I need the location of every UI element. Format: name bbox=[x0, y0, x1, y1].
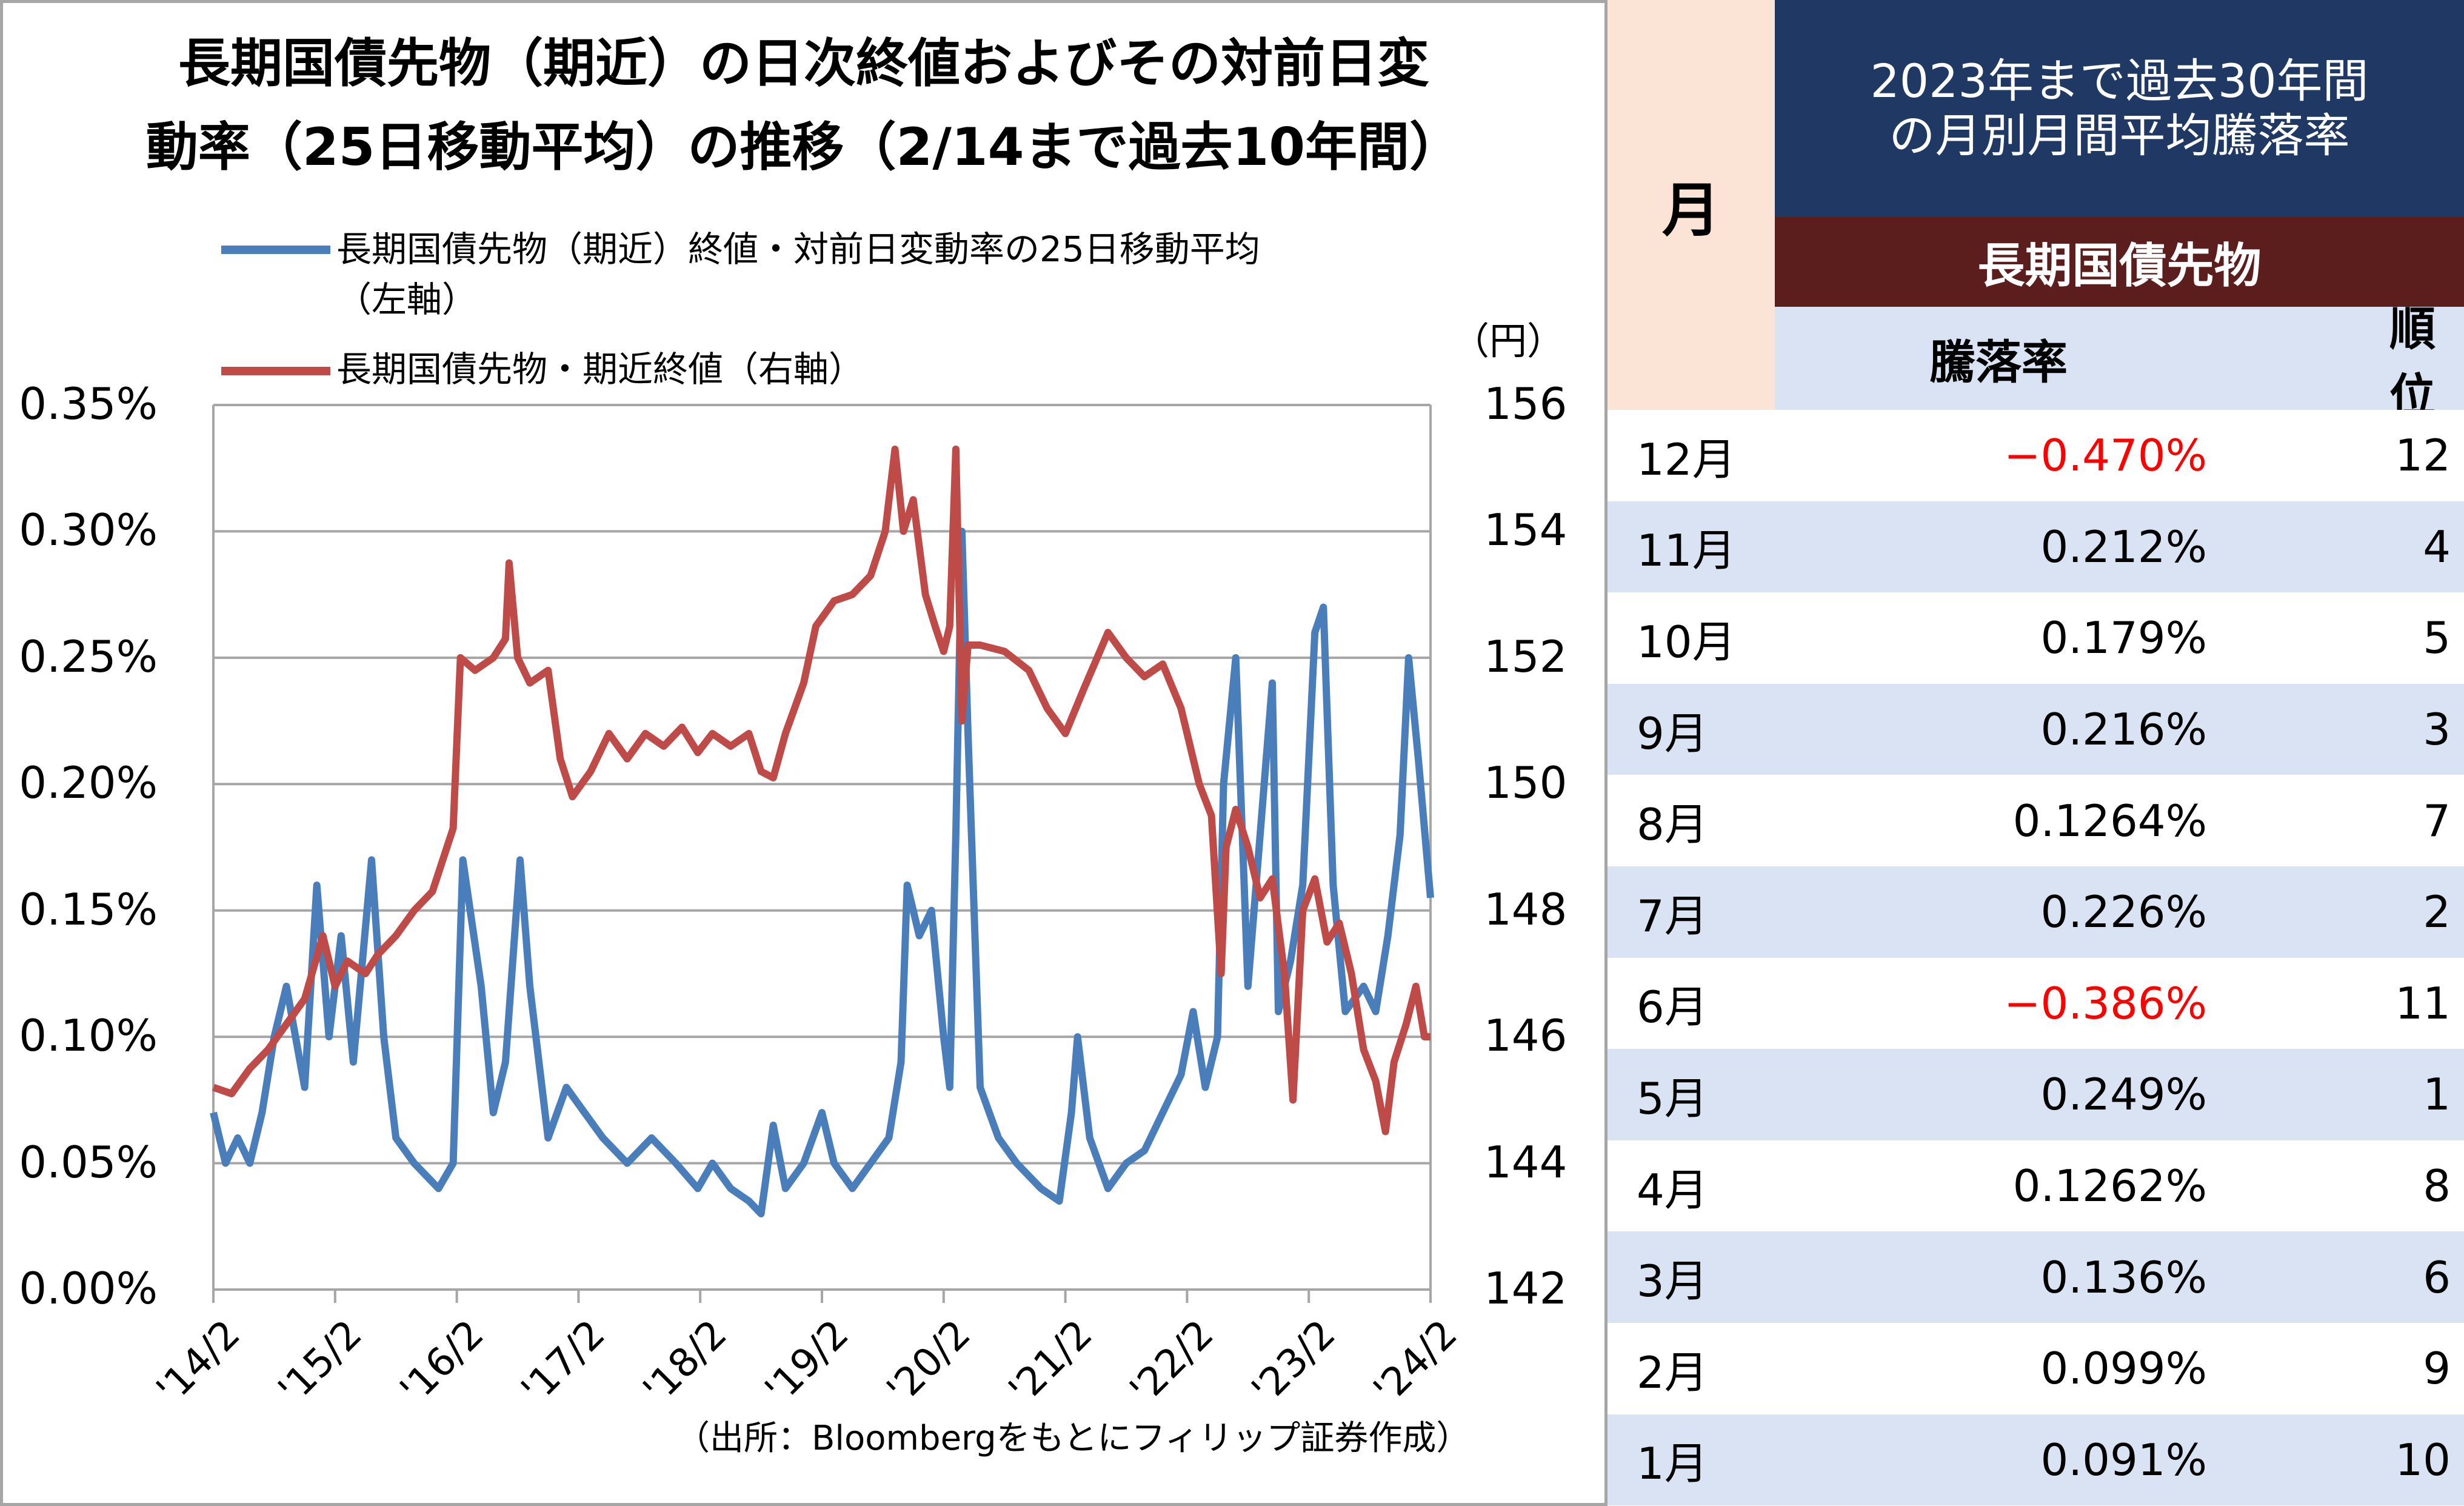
row-rate: 0.1262% bbox=[2012, 1160, 2207, 1212]
row-month: 3月 bbox=[1637, 1256, 1708, 1307]
table-row: 11月 0.212% 4 bbox=[1608, 501, 2464, 593]
y-left-tick-label: 0.25% bbox=[19, 631, 158, 682]
row-month: 6月 bbox=[1637, 982, 1708, 1033]
row-rate: 0.099% bbox=[2040, 1343, 2207, 1394]
header-period-line1: 2023年まで過去30年間 bbox=[1870, 54, 2369, 109]
legend-label-series2: 長期国債先物・期近終値（右軸） bbox=[336, 349, 864, 390]
header-columns: 騰落率 順位 bbox=[1775, 302, 2464, 423]
series-line-price bbox=[212, 445, 1431, 1136]
row-rank: 6 bbox=[2423, 1251, 2451, 1303]
row-rate: −0.470% bbox=[2004, 430, 2207, 481]
table-row: 6月 −0.386% 11 bbox=[1608, 957, 2464, 1049]
row-rate: 0.226% bbox=[2040, 886, 2207, 938]
legend-swatch-series2 bbox=[221, 367, 330, 375]
y-right-tick-label: 144 bbox=[1484, 1136, 1568, 1188]
row-rank: 9 bbox=[2423, 1343, 2451, 1394]
column-header-rank: 順位 bbox=[2389, 302, 2436, 423]
legend-label-series1-axis: （左軸） bbox=[336, 279, 478, 320]
table-row: 10月 0.179% 5 bbox=[1608, 592, 2464, 684]
row-rate: 0.091% bbox=[2040, 1434, 2207, 1485]
y-left-tick-label: 0.20% bbox=[19, 757, 158, 809]
y-right-tick-label: 146 bbox=[1484, 1010, 1568, 1062]
y-right-tick-label: 148 bbox=[1484, 883, 1568, 935]
row-month: 5月 bbox=[1637, 1073, 1708, 1124]
row-rank: 11 bbox=[2395, 977, 2451, 1029]
row-rate: 0.179% bbox=[2040, 612, 2207, 664]
row-rank: 10 bbox=[2395, 1434, 2451, 1485]
table-row: 7月 0.226% 2 bbox=[1608, 866, 2464, 958]
chart-title-line2: 動率（25日移動平均）の推移（2/14まで過去10年間） bbox=[145, 117, 1462, 178]
row-rank: 7 bbox=[2423, 795, 2451, 846]
row-rate: 0.136% bbox=[2040, 1251, 2207, 1303]
y-right-tick-label: 142 bbox=[1484, 1263, 1568, 1314]
table-row: 9月 0.216% 3 bbox=[1608, 683, 2464, 775]
row-rate: 0.1264% bbox=[2012, 795, 2207, 846]
row-month: 12月 bbox=[1637, 433, 1736, 485]
y-left-tick-label: 0.00% bbox=[19, 1263, 158, 1314]
column-header-rate: 騰落率 bbox=[1929, 335, 2068, 389]
table-row: 8月 0.1264% 7 bbox=[1608, 775, 2464, 866]
row-month: 4月 bbox=[1637, 1164, 1708, 1216]
row-month: 8月 bbox=[1637, 799, 1708, 851]
row-month: 7月 bbox=[1637, 890, 1708, 942]
table-row: 1月 0.091% 10 bbox=[1608, 1414, 2464, 1506]
y-right-tick-label: 150 bbox=[1484, 757, 1568, 809]
chart-title-line1: 長期国債先物（期近）の日次終値およびその対前日変 bbox=[178, 33, 1429, 94]
header-instrument: 長期国債先物 bbox=[1775, 217, 2464, 307]
legend-swatch-series1 bbox=[221, 246, 330, 254]
table-row: 12月 −0.470% 12 bbox=[1608, 410, 2464, 501]
y-left-tick-label: 0.15% bbox=[19, 883, 158, 935]
row-rank: 8 bbox=[2423, 1160, 2451, 1212]
table-row: 5月 0.249% 1 bbox=[1608, 1049, 2464, 1140]
row-month: 2月 bbox=[1637, 1347, 1708, 1398]
row-rank: 5 bbox=[2423, 612, 2451, 664]
row-rate: 0.216% bbox=[2040, 704, 2207, 755]
row-rank: 4 bbox=[2423, 521, 2451, 572]
y-left-tick-label: 0.30% bbox=[19, 504, 158, 556]
y-right-tick-label: 154 bbox=[1484, 504, 1568, 556]
right-axis-unit: （円） bbox=[1452, 319, 1565, 363]
y-left-tick-label: 0.35% bbox=[19, 378, 158, 429]
row-rank: 3 bbox=[2423, 704, 2451, 755]
table-row: 2月 0.099% 9 bbox=[1608, 1323, 2464, 1414]
row-rate: 0.249% bbox=[2040, 1069, 2207, 1120]
series-line-volatility bbox=[210, 527, 1434, 1217]
monthly-performance-table: 月 2023年まで過去30年間 の月別月間平均騰落率 長期国債先物 騰落率 順位… bbox=[1608, 0, 2464, 1506]
row-month: 11月 bbox=[1637, 525, 1736, 577]
header-period-line2: の月別月間平均騰落率 bbox=[1889, 109, 2350, 162]
row-rate: 0.212% bbox=[2040, 521, 2207, 572]
row-month: 1月 bbox=[1637, 1438, 1708, 1490]
row-rank: 1 bbox=[2423, 1069, 2451, 1120]
row-rank: 12 bbox=[2395, 430, 2451, 481]
row-month: 10月 bbox=[1637, 616, 1736, 668]
table-row: 3月 0.136% 6 bbox=[1608, 1231, 2464, 1323]
header-instrument-label: 長期国債先物 bbox=[1977, 239, 2262, 293]
y-left-tick-label: 0.10% bbox=[19, 1010, 158, 1062]
source-note: （出所：Bloombergをもとにフィリップ証券作成） bbox=[676, 1419, 1471, 1458]
y-right-tick-label: 152 bbox=[1484, 631, 1568, 682]
header-month-label: 月 bbox=[1662, 176, 1720, 244]
legend-label-series1: 長期国債先物（期近）終値・対前日変動率の25日移動平均 bbox=[336, 229, 1260, 270]
row-rate: −0.386% bbox=[2004, 977, 2207, 1029]
row-rank: 2 bbox=[2423, 886, 2451, 938]
header-period: 2023年まで過去30年間 の月別月間平均騰落率 bbox=[1775, 0, 2464, 217]
header-month: 月 bbox=[1608, 0, 1775, 410]
table-row: 4月 0.1262% 8 bbox=[1608, 1140, 2464, 1232]
plot-area bbox=[210, 404, 1434, 1303]
y-right-tick-label: 156 bbox=[1484, 378, 1568, 429]
y-left-tick-label: 0.05% bbox=[19, 1136, 158, 1188]
row-month: 9月 bbox=[1637, 708, 1708, 759]
